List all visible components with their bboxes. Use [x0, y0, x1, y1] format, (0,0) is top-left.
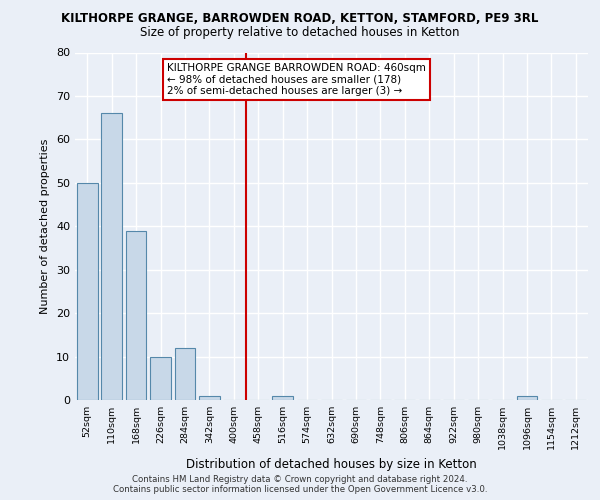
Text: KILTHORPE GRANGE BARROWDEN ROAD: 460sqm
← 98% of detached houses are smaller (17: KILTHORPE GRANGE BARROWDEN ROAD: 460sqm …	[167, 63, 426, 96]
Bar	[272, 396, 293, 400]
Bar	[175, 348, 196, 400]
Y-axis label: Number of detached properties: Number of detached properties	[40, 138, 50, 314]
Bar	[101, 114, 122, 400]
Bar	[77, 183, 98, 400]
Text: Contains public sector information licensed under the Open Government Licence v3: Contains public sector information licen…	[113, 485, 487, 494]
Bar	[150, 356, 171, 400]
X-axis label: Distribution of detached houses by size in Ketton: Distribution of detached houses by size …	[186, 458, 477, 470]
Text: KILTHORPE GRANGE, BARROWDEN ROAD, KETTON, STAMFORD, PE9 3RL: KILTHORPE GRANGE, BARROWDEN ROAD, KETTON…	[61, 12, 539, 26]
Bar	[517, 396, 538, 400]
Text: Size of property relative to detached houses in Ketton: Size of property relative to detached ho…	[140, 26, 460, 39]
Bar	[125, 230, 146, 400]
Text: Contains HM Land Registry data © Crown copyright and database right 2024.: Contains HM Land Registry data © Crown c…	[132, 474, 468, 484]
Bar	[199, 396, 220, 400]
